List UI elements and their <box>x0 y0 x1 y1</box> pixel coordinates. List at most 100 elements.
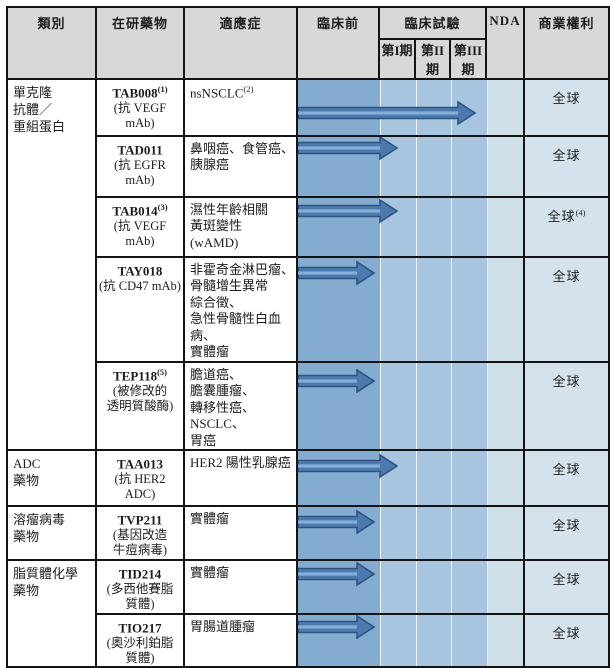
indication-text: 膽道癌、 膽囊腫瘤、 轉移性癌、 NSCLC、 胃癌 <box>190 367 256 448</box>
phase2-band <box>416 615 451 666</box>
pipeline-stage-cell <box>295 558 526 615</box>
phase2-band <box>416 259 451 360</box>
phase2-band <box>416 199 451 255</box>
pipeline-stage-cell <box>295 612 526 668</box>
progress-arrow-icon <box>299 260 376 286</box>
indication-cell: 實體瘤 <box>183 504 298 561</box>
table-row: 單克隆 抗體／ 重組蛋白 TAB008(1) (抗 VEGF mAb) nsNS… <box>6 78 611 451</box>
phase2-band <box>416 507 451 558</box>
category-cell-adc: ADC 藥物 <box>6 448 97 507</box>
rights-text: 全球 <box>552 625 581 641</box>
nda-band <box>487 259 523 360</box>
rights-footnote-sup: (4) <box>575 207 586 218</box>
rights-cell: 全球 <box>523 361 611 451</box>
drug-code-text: TID214 <box>118 566 162 582</box>
indication-cell: 胃腸道腫瘤 <box>183 612 298 668</box>
indication-cell: nsNSCLC(2) <box>183 78 298 137</box>
nda-band <box>487 138 523 195</box>
rights-text: 全球 <box>552 571 581 587</box>
indication-text: 非霍奇金淋巴瘤、 骨髓增生異常 綜合徵、 急性骨髓性白血病、 實體瘤 <box>190 262 295 359</box>
drug-code: TID214 <box>99 565 181 582</box>
col-header-phase3: 第III期 <box>448 38 488 80</box>
phase3-band <box>451 507 487 558</box>
progress-arrow-icon <box>299 453 399 479</box>
col-header-nda: NDA <box>485 6 526 80</box>
drug-footnote-sup: (1) <box>157 84 168 94</box>
rights-text: 全球 <box>552 374 581 389</box>
col-header-rights: 商業權利 <box>523 6 611 80</box>
drug-cell: TAB008(1) (抗 VEGF mAb) <box>95 78 185 137</box>
col-header-drug: 在研藥物 <box>95 6 185 80</box>
drug-desc: (抗 VEGF mAb) <box>113 101 167 131</box>
drug-pipeline-table: 類別 在研藥物 適應症 臨床前 臨床試驗 NDA 商業權利 第I期 第II期 第… <box>6 6 611 668</box>
indication-text: 實體瘤 <box>190 564 230 580</box>
drug-desc: (多西他賽脂 質體) <box>106 582 174 612</box>
nda-band <box>487 81 523 134</box>
drug-code: TIO217 <box>99 619 181 636</box>
drug-desc: (被修改的 透明質酸酶) <box>106 384 174 414</box>
indication-text: 濕性年齡相關 黃斑變性 (wAMD) <box>190 202 269 250</box>
nda-band <box>487 199 523 255</box>
pipeline-stage-cell <box>295 504 526 561</box>
indication-text: 胃腸道腫瘤 <box>190 618 256 634</box>
table-row: TAY018 (抗 CD47 mAb) 非霍奇金淋巴瘤、 骨髓增生異常 綜合徵、… <box>7 256 611 363</box>
drug-code-text: TIO217 <box>118 619 162 635</box>
rights-cell: 全球 <box>523 558 611 615</box>
indication-cell: 非霍奇金淋巴瘤、 骨髓增生異常 綜合徵、 急性骨髓性白血病、 實體瘤 <box>183 256 298 363</box>
rights-text: 全球 <box>552 269 581 284</box>
nda-band <box>487 451 523 504</box>
drug-code: TAB008(1) <box>99 84 181 101</box>
progress-arrow-icon <box>299 509 376 535</box>
col-header-phase2: 第II期 <box>414 38 451 80</box>
drug-cell: TVP211 (基因改造 牛痘病毒) <box>95 504 185 561</box>
drug-code-text: TEP118 <box>113 368 158 384</box>
col-header-indication: 適應症 <box>183 6 298 80</box>
indication-cell: 濕性年齡相關 黃斑變性 (wAMD) <box>183 196 298 258</box>
phase1-band <box>380 363 416 448</box>
rights-text: 全球 <box>552 91 581 106</box>
header-row-phases: 第I期 第II期 第III期 <box>7 38 609 80</box>
rights-cell: 全球 <box>523 135 611 198</box>
drug-desc: (奧沙利鉑脂 質體) <box>106 635 174 665</box>
table-row: TAB014(3) (抗 VEGF mAb) 濕性年齡相關 黃斑變性 (wAMD… <box>7 196 611 258</box>
phase3-band <box>451 199 487 255</box>
rights-cell: 全球 <box>523 448 611 507</box>
drug-footnote-sup: (5) <box>157 367 167 377</box>
drug-cell: TIO217 (奧沙利鉑脂 質體) <box>95 612 185 668</box>
col-header-preclinical: 臨床前 <box>296 6 380 80</box>
drug-desc: (基因改造 牛痘病毒) <box>112 528 168 558</box>
header-row-main: 類別 在研藥物 適應症 臨床前 臨床試驗 NDA 商業權利 <box>6 6 611 80</box>
drug-cell: TAA013 (抗 HER2 ADC) <box>95 448 185 507</box>
table-row: 溶瘤病毒 藥物 TVP211 (基因改造 牛痘病毒) 實體瘤 全球 <box>6 504 611 561</box>
phase2-band <box>416 363 451 448</box>
phase2-band <box>416 138 451 195</box>
pipeline-stage-cell <box>295 448 526 507</box>
pipeline-table-container: 類別 在研藥物 適應症 臨床前 臨床試驗 NDA 商業權利 第I期 第II期 第… <box>6 6 611 668</box>
phase2-band <box>416 451 451 504</box>
rights-cell: 全球 <box>523 612 611 668</box>
drug-footnote-sup: (3) <box>157 202 168 212</box>
stage-bands <box>299 363 523 448</box>
phase3-band <box>451 363 487 448</box>
phase1-band <box>380 259 416 360</box>
drug-desc: (抗 EGFR mAb) <box>114 158 166 188</box>
drug-code-text: TAA013 <box>117 456 163 472</box>
rights-cell: 全球 <box>523 504 611 561</box>
drug-code: TAD011 <box>99 141 181 158</box>
stage-bands <box>299 561 523 612</box>
table-row: TIO217 (奧沙利鉑脂 質體) 胃腸道腫瘤 全球 <box>7 612 611 668</box>
pipeline-stage-cell <box>295 361 526 451</box>
indication-text: 實體瘤 <box>190 510 230 526</box>
indication-cell: 鼻咽癌、食管癌、 胰腺癌 <box>183 135 298 198</box>
pipeline-stage-cell <box>295 135 526 198</box>
table-row: TAD011 (抗 EGFR mAb) 鼻咽癌、食管癌、 胰腺癌 全球 <box>7 135 611 198</box>
phase1-band <box>380 615 416 666</box>
phase1-band <box>380 561 416 612</box>
rights-cell: 全球 <box>523 78 611 137</box>
phase3-band <box>451 451 487 504</box>
drug-code-text: TVP211 <box>117 512 163 528</box>
drug-code: TEP118(5) <box>99 367 181 384</box>
indication-text: 鼻咽癌、食管癌、 胰腺癌 <box>190 141 295 173</box>
drug-code-text: TAD011 <box>117 142 163 158</box>
col-header-category: 類別 <box>6 6 97 80</box>
